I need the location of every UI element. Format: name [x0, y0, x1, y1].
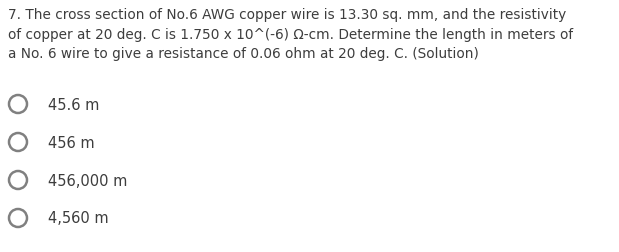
Text: 4,560 m: 4,560 m — [48, 211, 108, 226]
Text: 456 m: 456 m — [48, 135, 95, 150]
Text: 7. The cross section of No.6 AWG copper wire is 13.30 sq. mm, and the resistivit: 7. The cross section of No.6 AWG copper … — [8, 8, 573, 61]
Text: 45.6 m: 45.6 m — [48, 97, 100, 112]
Text: 456,000 m: 456,000 m — [48, 173, 128, 188]
